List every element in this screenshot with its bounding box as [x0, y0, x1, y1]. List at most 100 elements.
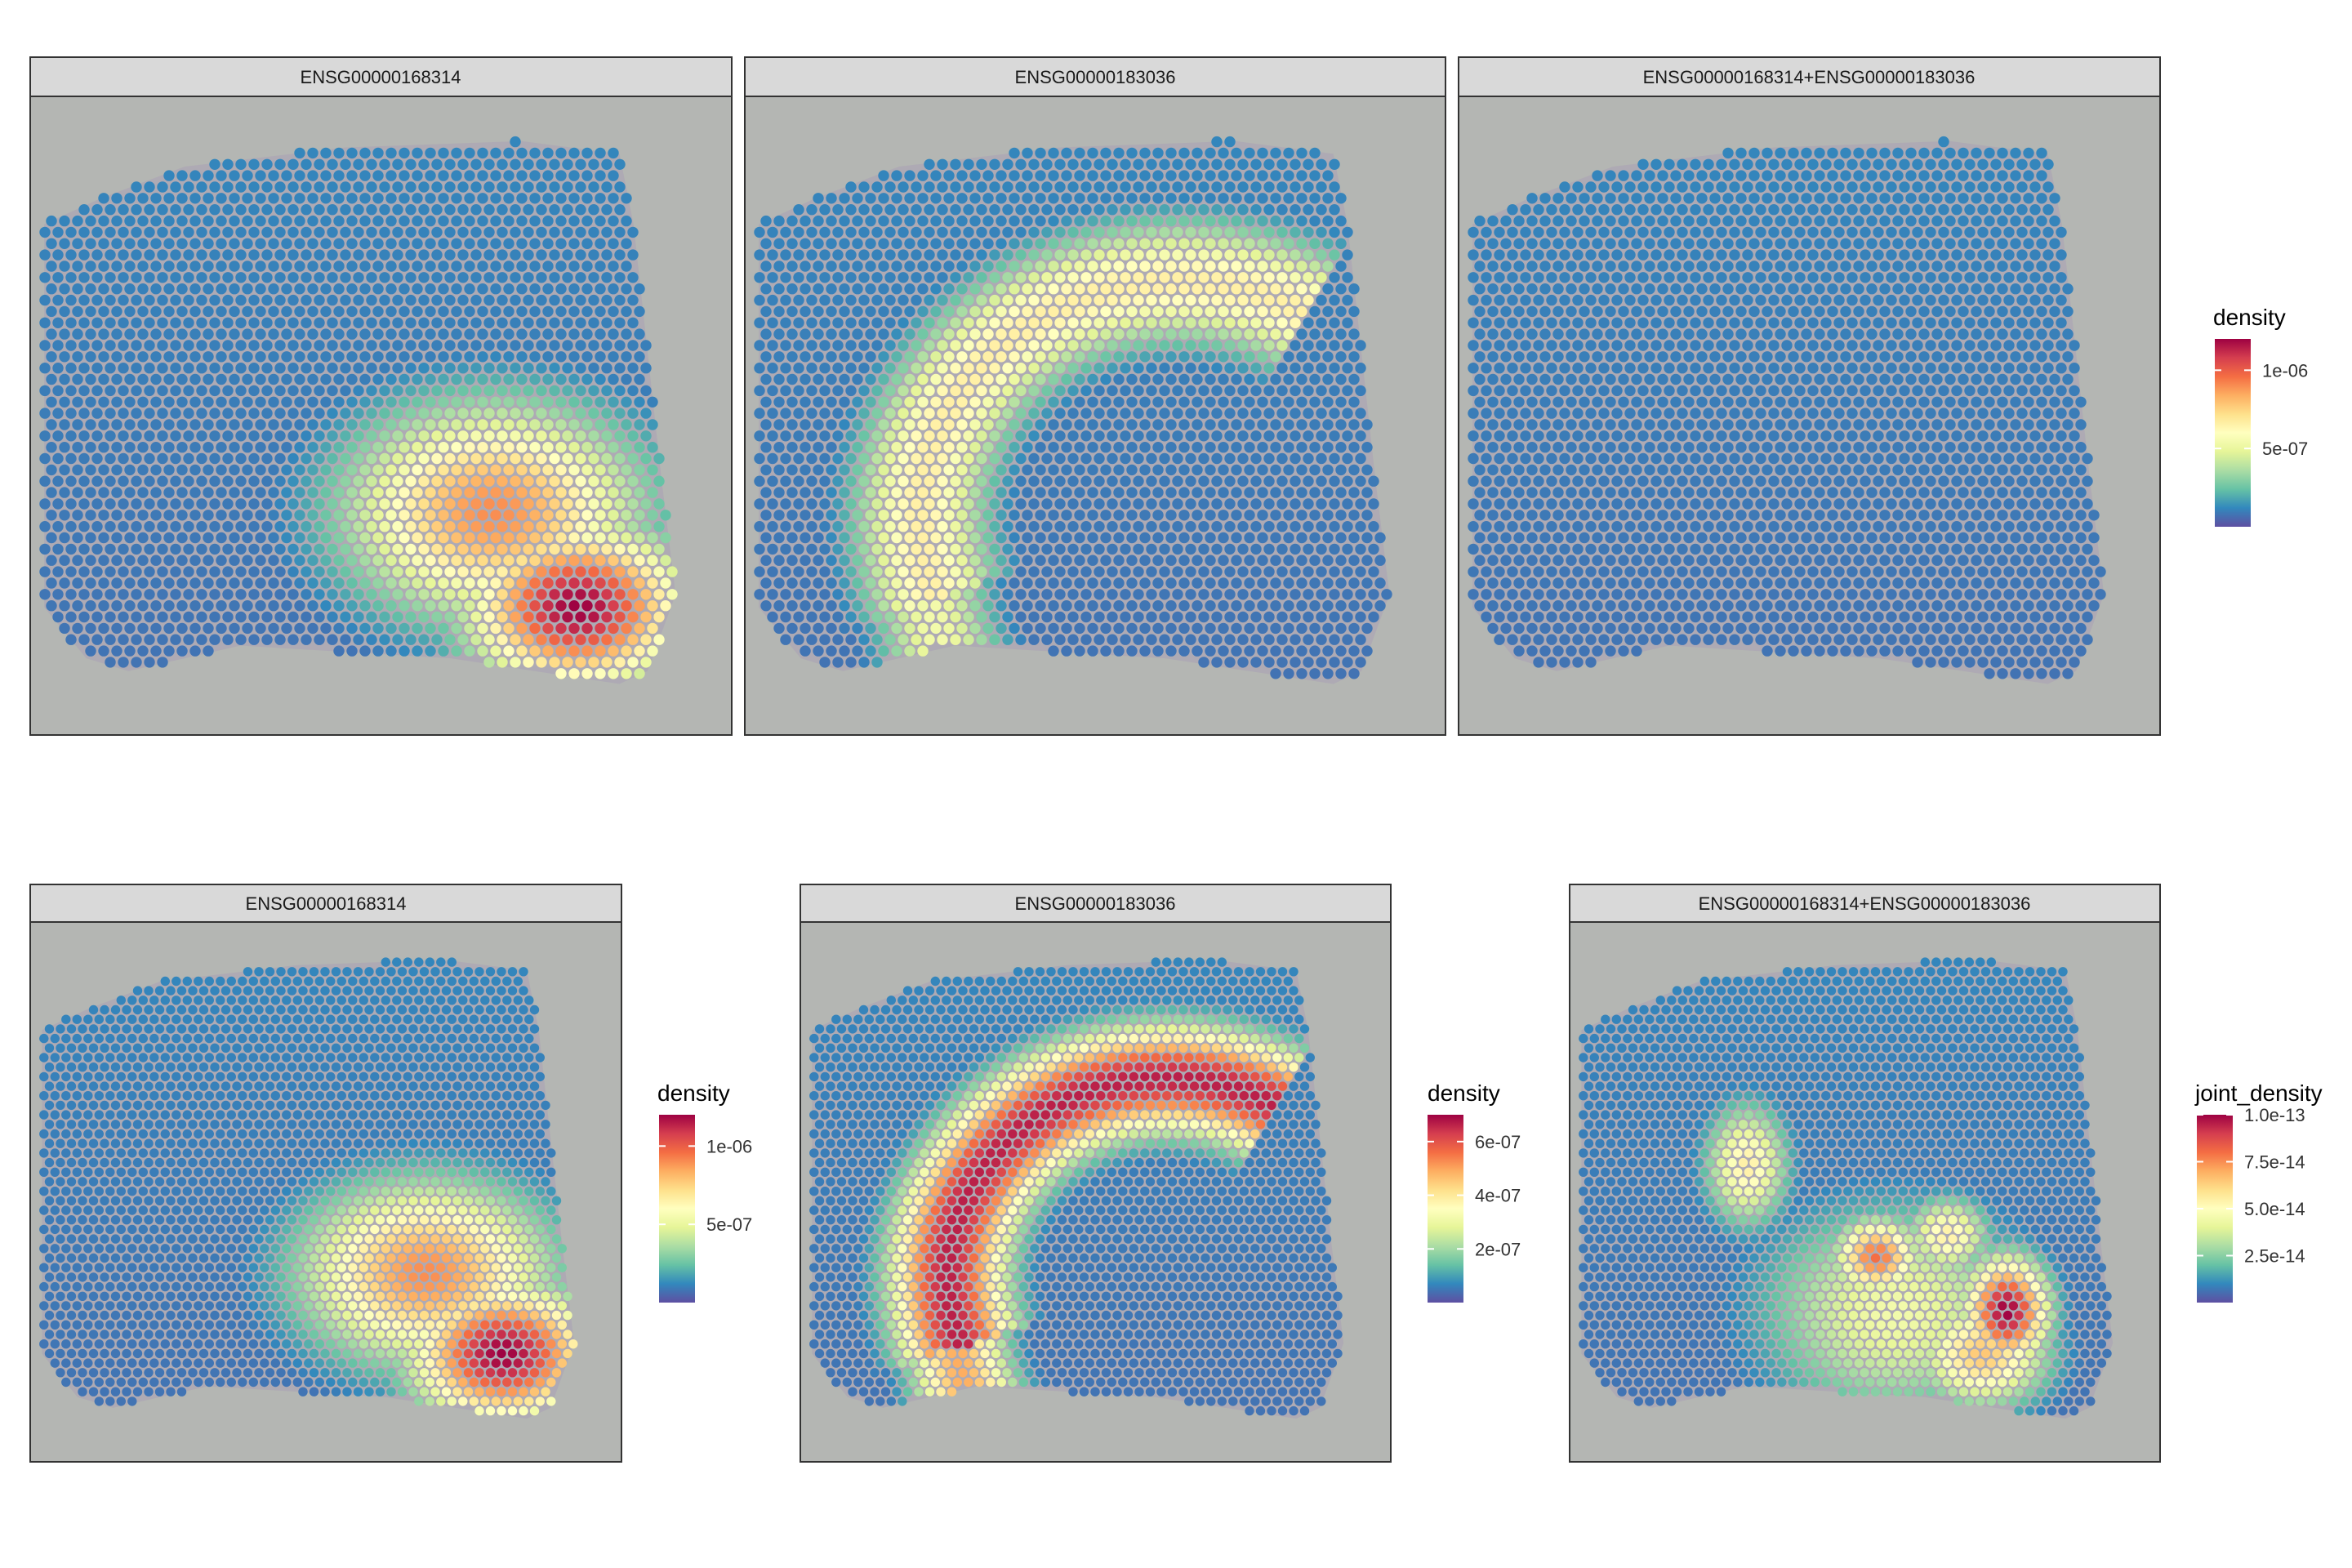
- spot: [287, 566, 299, 577]
- spot: [85, 373, 96, 385]
- spot: [229, 328, 240, 340]
- spot: [1185, 430, 1196, 442]
- spot: [982, 351, 994, 363]
- spot: [431, 181, 443, 193]
- spot: [1611, 294, 1623, 306]
- spot: [937, 408, 948, 419]
- spot: [346, 351, 358, 363]
- spot: [105, 475, 116, 487]
- spot: [1146, 204, 1157, 216]
- spot: [510, 136, 521, 148]
- spot: [950, 589, 961, 600]
- spot: [1080, 634, 1092, 645]
- spot: [1348, 442, 1360, 453]
- spot: [157, 272, 168, 283]
- spot: [137, 577, 149, 589]
- spot: [314, 363, 325, 374]
- spot: [937, 340, 948, 351]
- spot: [261, 272, 273, 283]
- spot: [431, 408, 443, 419]
- spot: [385, 328, 397, 340]
- spot: [1133, 204, 1144, 216]
- spot: [425, 238, 436, 249]
- spot: [340, 475, 351, 487]
- spot: [1722, 351, 1734, 363]
- spot: [891, 555, 902, 566]
- spot: [399, 555, 410, 566]
- spot: [124, 510, 136, 521]
- spot: [65, 566, 77, 577]
- spot: [845, 385, 857, 397]
- spot: [2010, 261, 2021, 272]
- spot: [1657, 373, 1668, 385]
- spot: [943, 577, 955, 589]
- spot: [982, 442, 994, 453]
- spot: [1631, 238, 1642, 249]
- spot: [1257, 170, 1268, 181]
- spot: [78, 589, 90, 600]
- spot: [884, 204, 896, 216]
- spot: [858, 317, 870, 328]
- panel-row1-col3: ENSG00000168314+ENSG00000183036: [1458, 56, 2161, 736]
- spot: [1677, 363, 1688, 374]
- spot: [1977, 272, 1989, 283]
- spot: [301, 408, 312, 419]
- spot: [392, 611, 403, 623]
- spot: [1107, 317, 1118, 328]
- spot: [647, 419, 658, 430]
- spot: [917, 283, 929, 295]
- spot: [320, 532, 332, 544]
- spot: [904, 238, 915, 249]
- spot: [1474, 215, 1486, 227]
- spot: [1958, 215, 1969, 227]
- spot: [904, 419, 915, 430]
- spot: [581, 328, 593, 340]
- spot: [477, 305, 488, 318]
- spot: [1048, 487, 1059, 498]
- spot: [314, 317, 325, 328]
- spot: [274, 543, 286, 555]
- spot: [314, 249, 325, 261]
- spot: [2036, 351, 2047, 363]
- spot: [189, 442, 201, 453]
- spot: [418, 611, 430, 623]
- spot: [1598, 226, 1610, 238]
- spot: [536, 317, 547, 328]
- spot: [786, 305, 798, 318]
- spot: [1192, 261, 1203, 272]
- spot: [301, 385, 312, 397]
- spot: [105, 272, 116, 283]
- spot: [196, 611, 207, 623]
- spot: [470, 249, 482, 261]
- spot: [385, 396, 397, 408]
- spot: [608, 193, 619, 204]
- spot: [438, 645, 449, 657]
- spot: [1290, 498, 1301, 510]
- spot: [1061, 419, 1072, 430]
- spot: [503, 577, 514, 589]
- spot: [575, 475, 586, 487]
- spot: [183, 566, 194, 577]
- spot: [969, 396, 981, 408]
- spot: [780, 498, 791, 510]
- spot: [229, 464, 240, 476]
- spot: [1139, 577, 1151, 589]
- spot: [307, 215, 318, 227]
- spot: [627, 249, 639, 261]
- spot: [59, 328, 70, 340]
- spot: [1984, 238, 1995, 249]
- spot: [91, 340, 103, 351]
- spot: [176, 238, 188, 249]
- spot: [1244, 464, 1255, 476]
- spot: [858, 226, 870, 238]
- spot: [170, 475, 181, 487]
- spot: [884, 521, 896, 532]
- spot: [1846, 226, 1858, 238]
- spot: [943, 510, 955, 521]
- spot: [1100, 396, 1111, 408]
- spot: [39, 475, 51, 487]
- spot: [1159, 566, 1170, 577]
- spot: [1539, 305, 1551, 318]
- spot: [1931, 328, 1943, 340]
- spot: [418, 158, 430, 170]
